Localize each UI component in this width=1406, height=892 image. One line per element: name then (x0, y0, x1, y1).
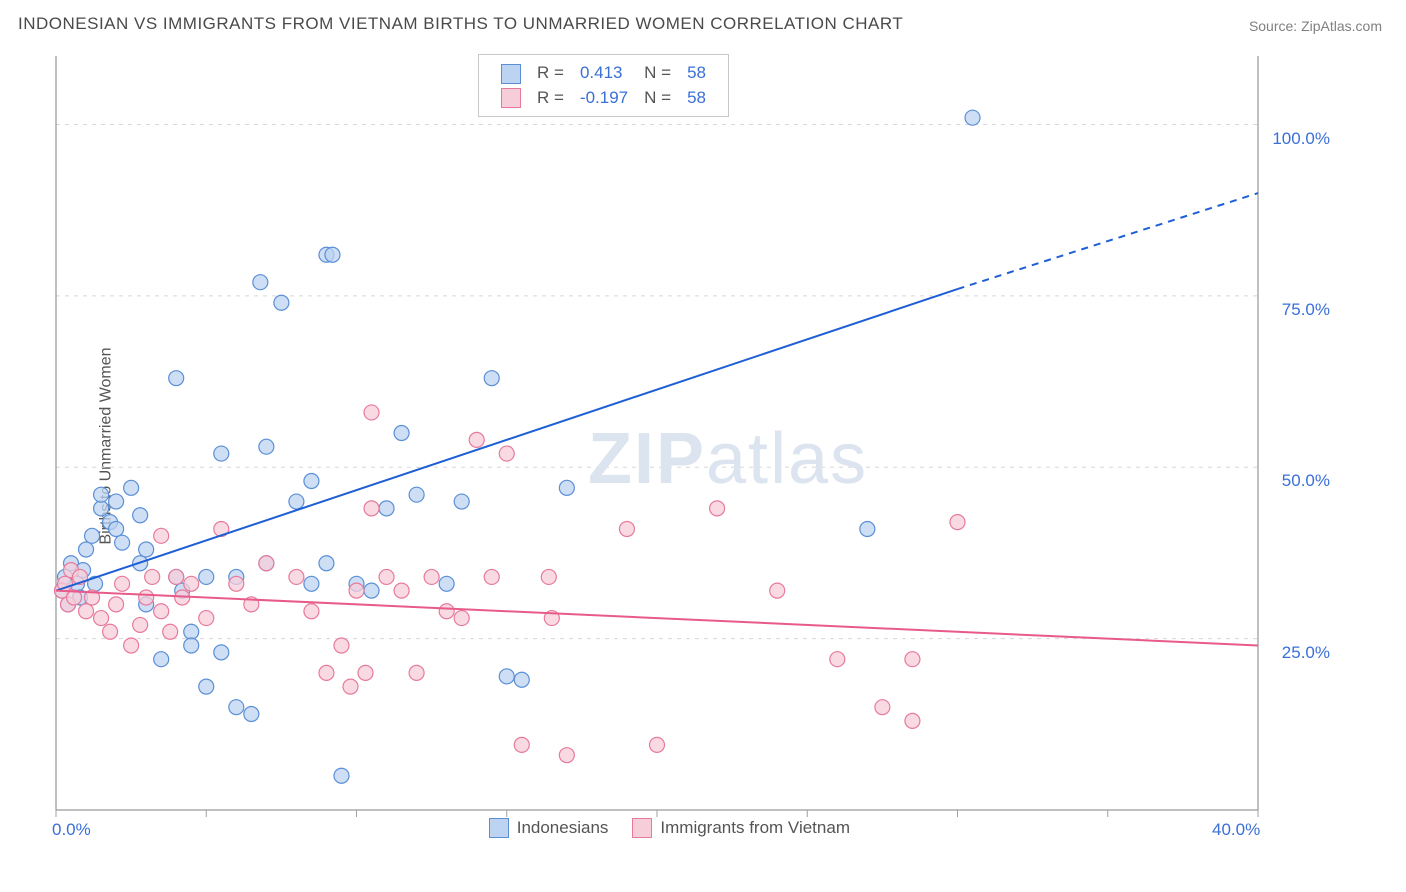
plot-area: ZIPatlas R =0.413N =58R =-0.197N =58 Ind… (48, 48, 1338, 838)
legend-swatch (489, 818, 509, 838)
legend-item: Immigrants from Vietnam (632, 818, 850, 838)
legend-swatch (501, 64, 521, 84)
source-attribution: Source: ZipAtlas.com (1249, 18, 1382, 34)
legend-label: Indonesians (517, 818, 609, 838)
y-tick-label: 100.0% (1272, 129, 1330, 149)
legend-label: Immigrants from Vietnam (660, 818, 850, 838)
correlation-legend: R =0.413N =58R =-0.197N =58 (478, 54, 729, 117)
legend-item: Indonesians (489, 818, 609, 838)
legend-swatch (632, 818, 652, 838)
y-tick-label: 25.0% (1282, 643, 1330, 663)
x-tick-label: 0.0% (52, 820, 91, 840)
chart-container: INDONESIAN VS IMMIGRANTS FROM VIETNAM BI… (0, 0, 1406, 892)
legend-swatch (501, 88, 521, 108)
series-legend: Indonesians Immigrants from Vietnam (489, 818, 850, 838)
chart-title: INDONESIAN VS IMMIGRANTS FROM VIETNAM BI… (18, 14, 903, 34)
legend-row: R =0.413N =58 (493, 61, 714, 86)
x-tick-label: 40.0% (1212, 820, 1330, 840)
y-tick-label: 75.0% (1282, 300, 1330, 320)
scatter-plot-svg (48, 48, 1338, 838)
legend-row: R =-0.197N =58 (493, 86, 714, 111)
y-tick-label: 50.0% (1282, 471, 1330, 491)
